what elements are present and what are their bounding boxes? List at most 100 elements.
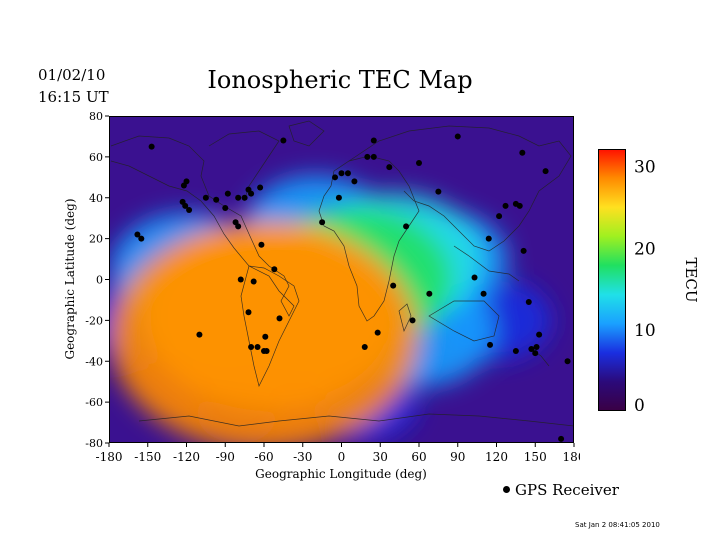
gps-receiver-point [332, 174, 339, 181]
gps-receiver-point [344, 170, 351, 177]
gps-receiver-point [520, 247, 527, 254]
gps-receiver-point [148, 143, 155, 150]
gps-receiver-point [487, 341, 494, 348]
map-axes: 80 60 40 20 0 -20 -40 -60 -80 -180 -150 -120 -90 -60… [63, 112, 580, 481]
map-frame [109, 116, 574, 443]
gps-receiver-point [519, 149, 526, 156]
y-tick-label: 20 [89, 233, 103, 246]
gps-receiver-point [426, 290, 433, 297]
legend: GPS Receiver [503, 481, 619, 499]
gps-receiver-point [471, 274, 478, 281]
gps-receiver-point [532, 350, 539, 357]
gps-receiver-point [222, 204, 229, 211]
gps-receiver-point [542, 168, 549, 175]
gps-receiver-point [263, 348, 270, 355]
colorbar-label: TECU [682, 257, 700, 302]
gps-receivers [134, 133, 571, 442]
gps-receiver-point [364, 153, 371, 160]
colorbar-frame [598, 149, 626, 411]
coastlines [110, 120, 574, 427]
y-tick-label: -60 [85, 396, 103, 409]
gps-receiver-point [250, 278, 257, 285]
date-text: 01/02/10 [38, 66, 106, 84]
x-tick-label: -150 [134, 450, 161, 464]
gps-receiver-point [512, 348, 519, 355]
gps-receiver-point [262, 333, 269, 340]
gps-receiver-point [237, 276, 244, 283]
gps-receiver-point [319, 219, 326, 226]
x-tick-label: -60 [254, 450, 273, 464]
x-tick-label: 60 [411, 450, 426, 464]
gps-receiver-point [134, 231, 141, 238]
gps-receiver-point [235, 223, 242, 230]
tec-blob [110, 222, 418, 443]
gps-receiver-point [245, 309, 252, 316]
gps-receiver-point [335, 194, 342, 201]
x-tick-label: 0 [338, 450, 346, 464]
gps-receiver-point [536, 331, 543, 338]
legend-label: GPS Receiver [515, 481, 619, 499]
timestamp: Sat Jan 2 08:41:05 2010 [575, 521, 660, 529]
colorbar-ticks: 30 20 10 0 [634, 157, 656, 414]
gps-receiver-point [403, 223, 410, 230]
gps-receiver-point [257, 184, 264, 191]
gps-receiver-point [196, 331, 203, 338]
time-text: 16:15 UT [38, 88, 109, 106]
x-tick-label: 30 [373, 450, 388, 464]
page-title: Ionospheric TEC Map [207, 66, 473, 94]
gps-receiver-point [390, 282, 397, 289]
gps-receiver-point [525, 298, 532, 305]
gps-receiver-point [374, 329, 381, 336]
gps-receiver-point [235, 194, 242, 201]
y-tick-label: -40 [85, 355, 103, 368]
gps-receiver-point [182, 202, 189, 209]
gps-receiver-point [248, 343, 255, 350]
gps-receiver-point [276, 315, 283, 322]
gps-receiver-point [202, 194, 209, 201]
y-tick-label: -20 [85, 314, 103, 327]
colorbar: 30 20 10 0 TECU [598, 149, 700, 414]
gps-receiver-point [533, 343, 540, 350]
gps-receiver-point [485, 235, 492, 242]
x-tick-label: 90 [450, 450, 465, 464]
y-tick-label: 80 [89, 112, 103, 123]
gps-receiver-point [138, 235, 145, 242]
gps-receiver-point [528, 345, 535, 352]
gps-receiver-point [409, 317, 416, 324]
y-tick-label: -80 [85, 437, 103, 450]
gps-receiver-point [564, 358, 571, 365]
colorbar-gradient [598, 149, 626, 411]
colorbar-tick-label: 20 [634, 239, 656, 259]
gps-receiver-point [271, 266, 278, 273]
x-axis-label: Geographic Longitude (deg) [255, 467, 427, 481]
gps-receiver-point [370, 153, 377, 160]
x-tick-label: 120 [485, 450, 508, 464]
x-tick-label: 150 [524, 450, 547, 464]
x-tick-label: -30 [293, 450, 312, 464]
colorbar-tick-label: 10 [634, 321, 656, 341]
gps-receiver-marker-icon [503, 485, 510, 493]
gps-receiver-point [516, 202, 523, 209]
gps-receiver-point [241, 194, 248, 201]
y-axis-ticks: 80 60 40 20 0 -20 -40 -60 -80 [85, 112, 109, 450]
gps-receiver-point [386, 164, 393, 171]
y-axis-label: Geographic Latitude (deg) [63, 198, 77, 359]
gps-receiver-point [370, 137, 377, 144]
gps-receiver-point [338, 170, 345, 177]
datetime-label: 01/02/10 16:15 UT [38, 64, 109, 108]
x-tick-label: -90 [216, 450, 235, 464]
gps-receiver-point [180, 182, 187, 189]
gps-receiver-point [502, 202, 509, 209]
colorbar-tick-label: 30 [634, 157, 656, 177]
colorbar-tick-label: 0 [634, 396, 645, 414]
gps-receiver-point [213, 196, 220, 203]
gps-receiver-point [558, 435, 565, 442]
gps-receiver-point [454, 133, 461, 140]
gps-receiver-point [416, 160, 422, 167]
gps-receiver-point [351, 178, 358, 185]
tec-map [109, 116, 574, 443]
y-tick-label: 0 [96, 274, 103, 287]
gps-receiver-point [186, 207, 193, 214]
y-tick-label: 60 [89, 151, 103, 164]
tec-field [109, 175, 552, 443]
